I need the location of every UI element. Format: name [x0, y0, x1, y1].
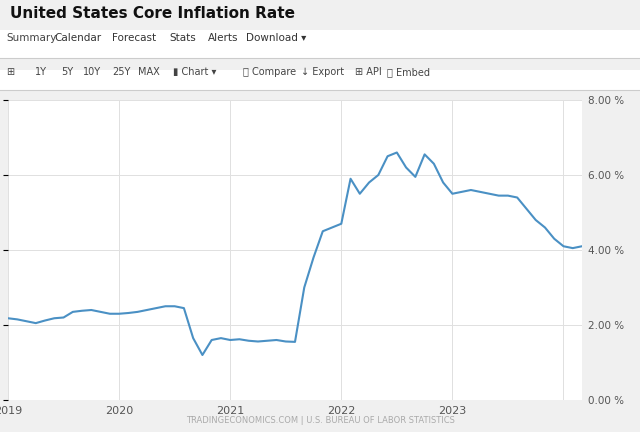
- Text: 5Y: 5Y: [61, 67, 73, 77]
- Text: ▮ Chart ▾: ▮ Chart ▾: [173, 67, 216, 77]
- Text: ⊞: ⊞: [6, 67, 15, 77]
- Text: United States Core Inflation Rate: United States Core Inflation Rate: [10, 6, 295, 21]
- Text: Stats: Stats: [170, 33, 196, 43]
- Text: ↓ Export: ↓ Export: [301, 67, 344, 77]
- Text: Calendar: Calendar: [54, 33, 102, 43]
- Text: ⤬ Compare: ⤬ Compare: [243, 67, 296, 77]
- Text: 1Y: 1Y: [35, 67, 47, 77]
- Text: ⎙ Embed: ⎙ Embed: [387, 67, 430, 77]
- Text: TRADINGECONOMICS.COM | U.S. BUREAU OF LABOR STATISTICS: TRADINGECONOMICS.COM | U.S. BUREAU OF LA…: [186, 416, 454, 425]
- Text: Download ▾: Download ▾: [246, 33, 307, 43]
- Text: Summary: Summary: [6, 33, 57, 43]
- Text: 10Y: 10Y: [83, 67, 101, 77]
- Text: MAX: MAX: [138, 67, 159, 77]
- Text: ⊞ API: ⊞ API: [355, 67, 382, 77]
- Text: Alerts: Alerts: [208, 33, 239, 43]
- Text: Forecast: Forecast: [112, 33, 156, 43]
- Text: 25Y: 25Y: [112, 67, 131, 77]
